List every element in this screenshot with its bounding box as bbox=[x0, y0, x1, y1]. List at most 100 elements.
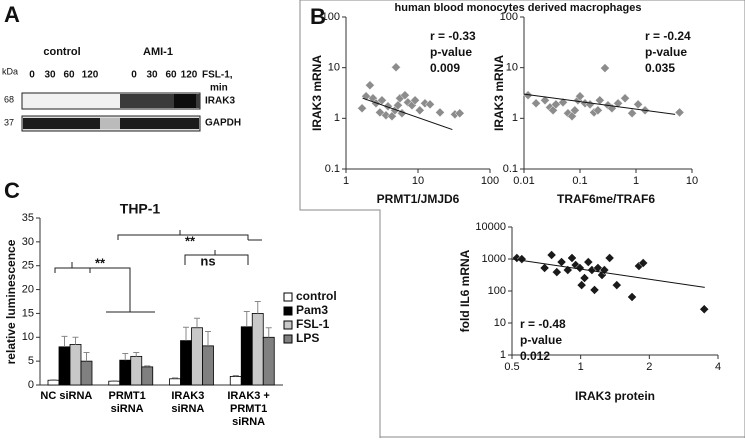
point bbox=[628, 109, 637, 118]
point bbox=[584, 258, 593, 267]
point bbox=[612, 281, 621, 290]
annotation: p-value bbox=[430, 45, 472, 59]
error-bar bbox=[194, 318, 200, 328]
legend-swatch bbox=[284, 293, 292, 301]
error-bar bbox=[73, 337, 79, 344]
error-bar bbox=[122, 354, 128, 361]
x-axis-label: IRAK3 protein bbox=[575, 389, 655, 403]
point bbox=[700, 305, 709, 314]
point bbox=[557, 258, 566, 267]
row-label: GAPDH bbox=[205, 118, 241, 129]
bar bbox=[263, 337, 274, 385]
y-axis-label: relative luminescence bbox=[4, 239, 18, 364]
kda-marker: 37 bbox=[4, 117, 14, 127]
x-axis-label: PRMT1/JMJD6 bbox=[377, 192, 460, 206]
annotation: r = -0.24 bbox=[645, 29, 691, 43]
time-label: 60 bbox=[165, 70, 177, 81]
x-tick-label-box: IRAK3 siRNA bbox=[158, 390, 219, 438]
y-tick-label: 25 bbox=[22, 260, 34, 272]
panel-title: human blood monocytes derived macrophage… bbox=[395, 2, 642, 14]
x-tick-label: 4 bbox=[715, 361, 721, 373]
point bbox=[628, 292, 637, 301]
point bbox=[621, 94, 630, 103]
blot-band bbox=[100, 118, 120, 129]
x-tick-label: 1 bbox=[343, 175, 349, 187]
legend-swatch bbox=[284, 307, 292, 315]
y-tick-label: 30 bbox=[22, 236, 34, 248]
x-tick-label: 2 bbox=[646, 361, 652, 373]
panel-label: C bbox=[4, 178, 20, 203]
annotation: p-value bbox=[520, 333, 562, 347]
annotation: 0.012 bbox=[520, 349, 550, 363]
y-tick-label: 10000 bbox=[475, 221, 506, 233]
y-tick-label: 10 bbox=[506, 62, 518, 74]
bar bbox=[120, 360, 131, 385]
bar bbox=[81, 361, 92, 385]
error-bar bbox=[183, 327, 189, 340]
time-label: min bbox=[210, 83, 228, 94]
legend-label: Pam3 bbox=[296, 303, 328, 317]
point bbox=[605, 253, 614, 262]
time-label: 0 bbox=[29, 70, 35, 81]
y-tick-label: 10 bbox=[328, 62, 340, 74]
time-label: 30 bbox=[146, 70, 158, 81]
error-bar bbox=[133, 353, 139, 357]
bar bbox=[59, 347, 70, 385]
point bbox=[552, 268, 561, 277]
error-bar bbox=[244, 312, 250, 327]
bar bbox=[192, 328, 203, 385]
bar bbox=[170, 379, 181, 385]
y-tick-label: 1 bbox=[512, 112, 518, 124]
time-label: 0 bbox=[131, 70, 137, 81]
annotation: 0.035 bbox=[645, 61, 675, 75]
x-tick-label: 1 bbox=[633, 175, 639, 187]
point bbox=[365, 81, 374, 90]
time-label: 30 bbox=[44, 70, 56, 81]
point bbox=[358, 104, 367, 113]
x-tick-label: 10 bbox=[412, 175, 424, 187]
x-tick-label: 0.5 bbox=[504, 361, 519, 373]
point bbox=[547, 250, 556, 259]
y-tick-label: 10 bbox=[494, 317, 506, 329]
bracket bbox=[90, 268, 130, 312]
y-tick-label: 1 bbox=[500, 349, 506, 361]
point bbox=[540, 263, 549, 272]
time-label: FSL-1, bbox=[202, 70, 233, 81]
condition-label: AMI-1 bbox=[143, 46, 173, 58]
x-tick-label: PRMT1 siRNA bbox=[97, 390, 158, 416]
annotation: p-value bbox=[645, 45, 687, 59]
bar bbox=[230, 376, 241, 385]
y-tick-label: 1 bbox=[334, 112, 340, 124]
y-tick-label: 100 bbox=[322, 11, 340, 23]
legend-swatch bbox=[284, 335, 292, 343]
x-tick-label: 10 bbox=[686, 175, 698, 187]
error-bar bbox=[62, 336, 68, 346]
annotation: 0.009 bbox=[430, 61, 460, 75]
point bbox=[600, 64, 609, 73]
x-tick-label: IRAK3 siRNA bbox=[158, 390, 219, 416]
point bbox=[675, 108, 684, 117]
error-bar bbox=[84, 353, 90, 362]
time-label: 120 bbox=[82, 70, 99, 81]
panel-label: A bbox=[4, 2, 20, 27]
time-label: 120 bbox=[181, 70, 198, 81]
y-tick-label: 0 bbox=[28, 379, 34, 391]
annotation: r = -0.33 bbox=[430, 29, 476, 43]
point bbox=[392, 63, 401, 72]
bar bbox=[70, 344, 81, 385]
x-tick-label: IRAK3 + PRMT1 siRNA bbox=[218, 390, 279, 429]
bar bbox=[142, 367, 153, 385]
error-bar bbox=[255, 302, 261, 314]
time-label: 60 bbox=[63, 70, 75, 81]
y-axis-label: IRAK3 mRNA bbox=[492, 55, 506, 131]
significance: ** bbox=[95, 255, 106, 270]
legend-label: LPS bbox=[296, 331, 319, 345]
y-tick-label: 1000 bbox=[482, 253, 506, 265]
bar bbox=[48, 380, 59, 385]
kda-marker: 68 bbox=[4, 94, 14, 104]
bracket bbox=[185, 255, 248, 265]
legend-label: FSL-1 bbox=[296, 317, 330, 331]
x-tick-label-box: NC siRNA bbox=[36, 390, 97, 438]
point bbox=[415, 106, 424, 115]
